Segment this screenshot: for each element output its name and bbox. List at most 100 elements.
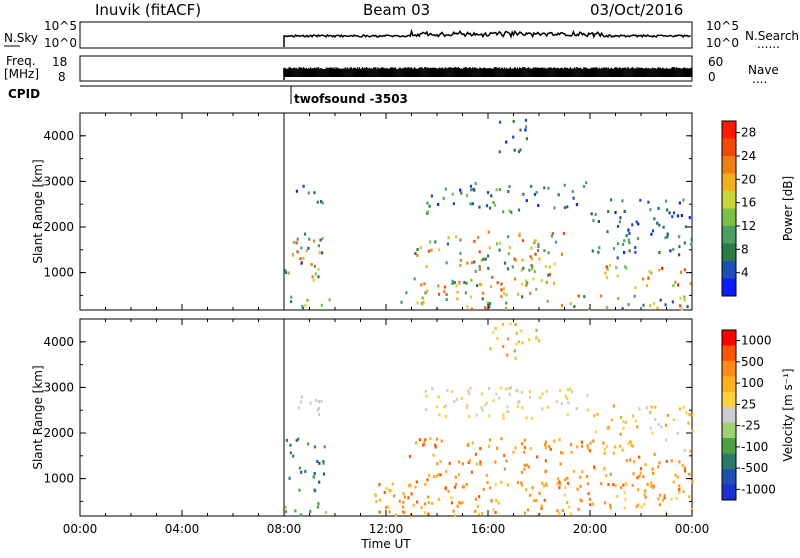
heatmap-cell xyxy=(586,444,589,448)
heatmap-cell xyxy=(634,419,637,423)
heatmap-cell xyxy=(507,337,510,341)
heatmap-cell xyxy=(594,430,597,434)
power-panel: 1000 2000 3000 4000 Slant Range [km] xyxy=(31,112,693,311)
heatmap-cell xyxy=(629,440,632,444)
colorbar-swatch xyxy=(722,469,736,486)
y-axis-label: Slant Range [km] xyxy=(31,365,45,469)
colorbar-swatch xyxy=(722,330,736,346)
heatmap-cell xyxy=(575,203,578,207)
heatmap-cell xyxy=(464,291,467,295)
heatmap-cell xyxy=(439,473,442,477)
heatmap-cell xyxy=(557,193,560,197)
heatmap-cell xyxy=(470,307,474,311)
heatmap-cell xyxy=(478,512,481,516)
heatmap-cell xyxy=(445,293,448,297)
heatmap-cell xyxy=(691,480,694,484)
nsky-label: N.Sky xyxy=(4,31,38,45)
heatmap-cell xyxy=(590,440,593,444)
heatmap-cell xyxy=(481,408,484,412)
heatmap-cell xyxy=(647,200,650,204)
heatmap-cell xyxy=(457,473,461,477)
heatmap-cell xyxy=(558,486,561,490)
beam-title: Beam 03 xyxy=(363,1,430,19)
heatmap-cell xyxy=(292,454,295,458)
heatmap-cell xyxy=(525,283,528,287)
heatmap-cell xyxy=(687,421,690,425)
heatmap-cell xyxy=(478,282,481,286)
heatmap-cell xyxy=(434,443,437,447)
heatmap-cell xyxy=(456,290,459,294)
heatmap-cell xyxy=(474,497,477,501)
heatmap-cell xyxy=(300,261,303,265)
heatmap-cell xyxy=(428,473,431,477)
heatmap-cell xyxy=(418,438,421,442)
heatmap-cell xyxy=(392,494,396,498)
heatmap-cell xyxy=(543,186,546,190)
heatmap-cell xyxy=(391,482,394,486)
heatmap-cell xyxy=(671,300,674,304)
heatmap-cell xyxy=(672,480,675,484)
heatmap-cell xyxy=(534,239,537,243)
heatmap-cell xyxy=(560,451,563,455)
heatmap-cell xyxy=(529,255,532,259)
heatmap-cell xyxy=(590,212,593,216)
heatmap-cell xyxy=(525,137,528,141)
heatmap-cell xyxy=(672,247,675,251)
heatmap-cell xyxy=(515,342,518,346)
heatmap-cell xyxy=(638,474,641,478)
heatmap-cell xyxy=(587,408,590,412)
heatmap-cell xyxy=(537,242,540,246)
heatmap-cell xyxy=(557,477,560,481)
heatmap-cell xyxy=(471,261,474,265)
heatmap-cell xyxy=(597,220,600,223)
heatmap-cell xyxy=(547,186,550,190)
heatmap-cell xyxy=(491,275,494,279)
heatmap-cell xyxy=(378,483,381,487)
nsky-line xyxy=(283,28,691,39)
heatmap-cell xyxy=(450,501,454,505)
heatmap-cell xyxy=(570,443,573,447)
heatmap-cell xyxy=(643,493,646,497)
heatmap-cell xyxy=(612,483,615,487)
y-tick-label: 4000 xyxy=(43,129,74,143)
heatmap-cell xyxy=(424,291,427,295)
heatmap-frame xyxy=(79,112,693,311)
heatmap-cell xyxy=(614,445,617,449)
heatmap-cell xyxy=(556,509,559,513)
heatmap-cell xyxy=(290,295,293,299)
heatmap-cell xyxy=(535,336,538,340)
heatmap-cell xyxy=(620,416,623,419)
heatmap-cell xyxy=(532,499,536,502)
heatmap-cell xyxy=(309,510,312,513)
colorbar-swatch xyxy=(722,243,736,262)
heatmap-cell xyxy=(569,387,572,391)
colorbar-tick-label: -500 xyxy=(741,461,768,475)
heatmap-cell xyxy=(547,273,550,277)
heatmap-cell xyxy=(681,464,684,467)
heatmap-cell xyxy=(679,304,682,308)
heatmap-cell xyxy=(564,485,567,489)
heatmap-cell xyxy=(535,190,538,194)
heatmap-cell xyxy=(652,472,655,475)
colorbar-tick-label: 1000 xyxy=(741,334,772,348)
heatmap-cell xyxy=(435,405,439,409)
heatmap-cell xyxy=(521,239,525,243)
heatmap-cell xyxy=(616,274,619,278)
heatmap-cell xyxy=(300,246,303,250)
heatmap-cell xyxy=(469,386,472,390)
heatmap-cell xyxy=(484,257,487,261)
heatmap-cell xyxy=(598,246,601,250)
heatmap-cell xyxy=(544,459,547,463)
heatmap-cell xyxy=(472,187,475,191)
heatmap-cell xyxy=(481,297,484,301)
heatmap-cell xyxy=(312,239,316,243)
heatmap-cell xyxy=(689,449,692,453)
x-tick-label: 12:00 xyxy=(369,522,404,536)
heatmap-cell xyxy=(532,277,535,281)
heatmap-cell xyxy=(544,470,547,474)
heatmap-cell xyxy=(650,484,653,488)
heatmap-cell xyxy=(535,499,538,503)
heatmap-cell xyxy=(307,191,310,195)
heatmap-cell xyxy=(635,504,638,508)
heatmap-cell xyxy=(506,353,509,357)
